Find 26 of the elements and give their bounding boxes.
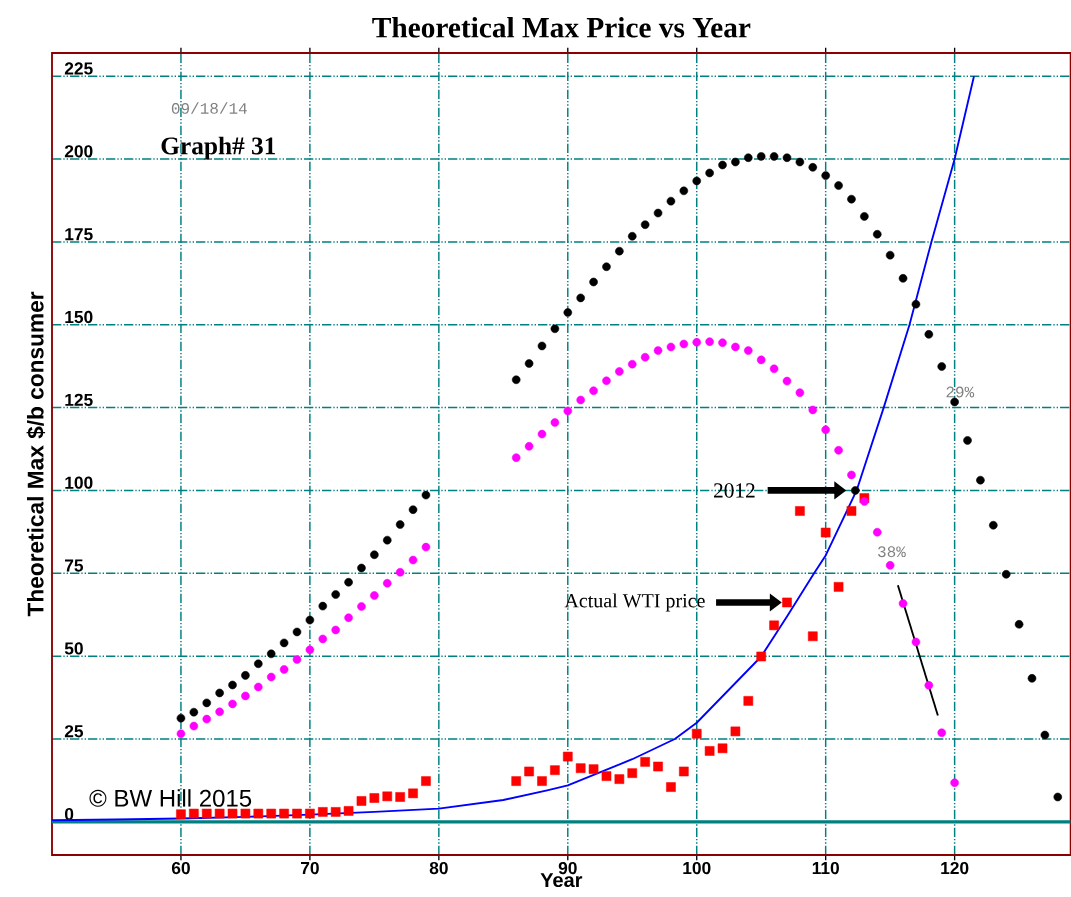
annotation: Graph# 31 <box>161 136 276 160</box>
x-tick-label: 70 <box>301 861 319 875</box>
annotation: 09/18/14 <box>171 102 247 114</box>
y-tick-label: 125 <box>65 393 93 406</box>
x-tick-label: 100 <box>683 861 711 875</box>
x-tick-label: 110 <box>812 861 839 875</box>
annotation: 29% <box>946 386 975 398</box>
y-tick-label: 25 <box>64 725 84 738</box>
x-tick-label: 120 <box>941 861 969 875</box>
y-tick-label: 200 <box>64 145 93 158</box>
y-tick-label: 75 <box>65 559 84 572</box>
x-tick-label: 80 <box>429 861 448 875</box>
chart-title: Theoretical Max Price vs Year <box>372 16 751 38</box>
y-tick-label: 150 <box>65 310 93 324</box>
y-tick-label: 50 <box>64 642 83 655</box>
x-tick-label: 90 <box>558 861 577 875</box>
annotation: Actual WTI price <box>564 593 705 612</box>
x-axis-title: Year <box>540 873 583 888</box>
y-tick-label: 225 <box>64 62 93 75</box>
y-tick-label: 100 <box>65 476 93 489</box>
y-tick-label: 175 <box>65 228 93 241</box>
x-tick-label: 60 <box>171 861 190 875</box>
annotation: © BW Hill 2015 <box>89 789 252 807</box>
y-tick-label: 0 <box>64 807 74 821</box>
y-axis-title: Theoretical Max $/b consumer <box>26 291 46 617</box>
annotation: 38% <box>878 546 906 558</box>
